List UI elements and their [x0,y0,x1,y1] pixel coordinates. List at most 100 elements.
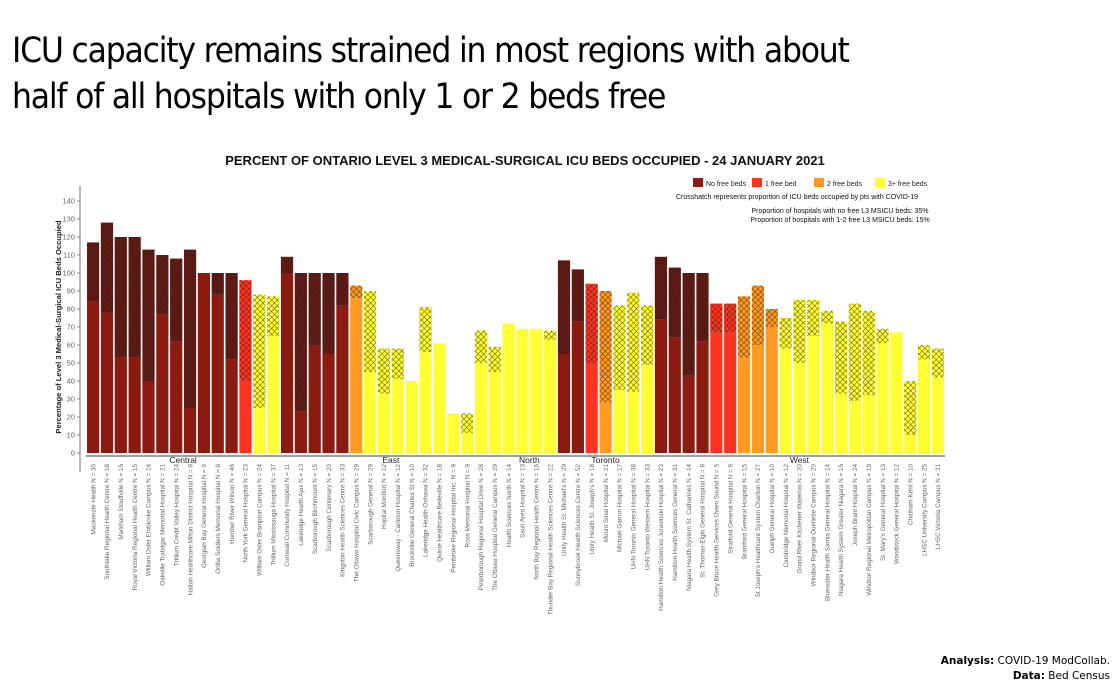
bar-covid-crosshatch [931,348,945,378]
bar-covid-crosshatch [834,321,848,394]
bar-covid-crosshatch [474,330,487,363]
bar-covid-crosshatch [460,413,474,434]
bar [585,283,598,453]
bar [183,249,197,453]
bar-covid-crosshatch [710,303,723,333]
bar-non-covid [737,357,751,453]
bar-covid-crosshatch [211,273,224,295]
x-tick-label: St. Thomas-Elgin General Hospital N = 8 [700,464,707,578]
bar-covid-crosshatch [918,345,931,360]
bar-non-covid [807,336,820,453]
bar [724,303,737,453]
bar [336,273,349,453]
bar-covid-crosshatch [350,285,363,299]
bar [627,292,640,453]
bar [142,249,155,453]
y-tick-label: 50 [67,359,75,368]
y-tick-label: 120 [62,233,75,242]
bar [779,318,792,453]
bar [488,346,501,453]
bar-covid-crosshatch [114,237,127,358]
bar-non-covid [308,345,321,453]
x-tick-label: Mount Sinai Hospital N = 21 [603,464,610,543]
bar-covid-crosshatch [904,381,917,435]
bar-covid-crosshatch [183,249,197,408]
bar-covid-crosshatch [142,249,155,381]
x-tick-label: Mackenzie Health N = 30 [90,464,97,535]
bar-covid-crosshatch [280,256,294,273]
y-tick-label: 10 [67,431,75,440]
bar-covid-crosshatch [239,280,252,381]
data-label: Data: [1012,670,1045,682]
x-tick-label: Oakville Trafalgar Memorial Hospital N =… [160,464,167,586]
bar [170,258,183,453]
bar-non-covid [627,391,640,453]
bar-non-covid [793,363,806,453]
bar-non-covid [931,377,945,453]
x-tick-label: North York General Hospital N = 23 [243,464,250,563]
y-tick-label: 110 [63,251,75,260]
analysis-value: COVID-19 ModCollab. [997,655,1110,667]
legend-label: 1 free bed [765,181,797,188]
bar [350,285,363,453]
bar-non-covid [918,359,931,453]
bar [931,348,945,453]
bar-non-covid [377,393,391,453]
bar [765,309,778,453]
bar [114,237,127,453]
bar-covid-crosshatch [308,273,321,345]
bar [516,328,529,453]
bar [544,330,557,453]
bar [530,328,543,453]
analysis-label: Analysis: [940,655,995,667]
bar-non-covid [696,341,709,453]
x-tick-label: Scarborough Birchmount N = 15 [312,464,319,555]
x-tick-label: Ross Memorial Hospital N = 9 [464,464,471,548]
x-tick-label: Lakeridge Health Oshawa N = 32 [423,464,430,557]
region-labels: Central East North Toronto West [86,455,946,465]
bar-non-covid [460,433,474,453]
bar-non-covid [364,372,377,453]
bar-covid-crosshatch [419,307,432,353]
bar-non-covid [253,408,266,453]
bar [225,273,238,453]
x-tick-label: Unity Health St. Michael's N = 29 [561,464,568,557]
bar-non-covid [751,345,764,453]
bar-non-covid [100,312,114,453]
bar-covid-crosshatch [557,260,571,354]
x-tick-label: Southlake Regional Health Centre N = 18 [104,464,111,580]
bar-covid-crosshatch [253,294,266,408]
bar [253,294,266,453]
analysis-credit: Analysis: COVID-19 ModCollab. [941,654,1110,669]
bar [599,291,612,453]
x-tick-label: Michael Garron Hospital N = 17 [617,464,624,553]
bar-non-covid [710,332,723,453]
bar-non-covid [530,328,543,453]
bar-non-covid [862,395,875,453]
x-tick-label: Trillium Mississauga Hospital N = 37 [270,464,277,566]
bar-covid-crosshatch [87,242,100,302]
bar-non-covid [87,301,100,453]
bar [751,285,764,453]
bar [280,256,294,453]
legend-label: No free beds [706,181,747,188]
bar-covid-crosshatch [793,300,806,363]
bar [904,381,917,453]
bar [460,413,474,453]
bar-non-covid [405,381,418,453]
legend: No free beds 1 free bed 2 free beds 3+ free… [693,178,928,188]
region-label-toronto: Toronto [591,455,620,465]
bar [294,273,307,453]
bar-non-covid [267,336,280,453]
bar [239,280,252,453]
bar-covid-crosshatch [571,269,584,322]
x-tick-label: Trillium Credit Valley Hospital N = 24 [173,464,180,567]
bar-covid-crosshatch [654,256,668,320]
bar-non-covid [848,400,861,453]
x-tick-label: Cambridge Memorial Hospital N = 12 [783,464,790,568]
bar [710,303,723,453]
x-tick-label: Hamilton Health Sciences General N = 31 [672,464,679,581]
y-tick-label: 90 [67,287,75,296]
bar-covid-crosshatch [128,237,141,358]
bar-non-covid [488,372,501,453]
